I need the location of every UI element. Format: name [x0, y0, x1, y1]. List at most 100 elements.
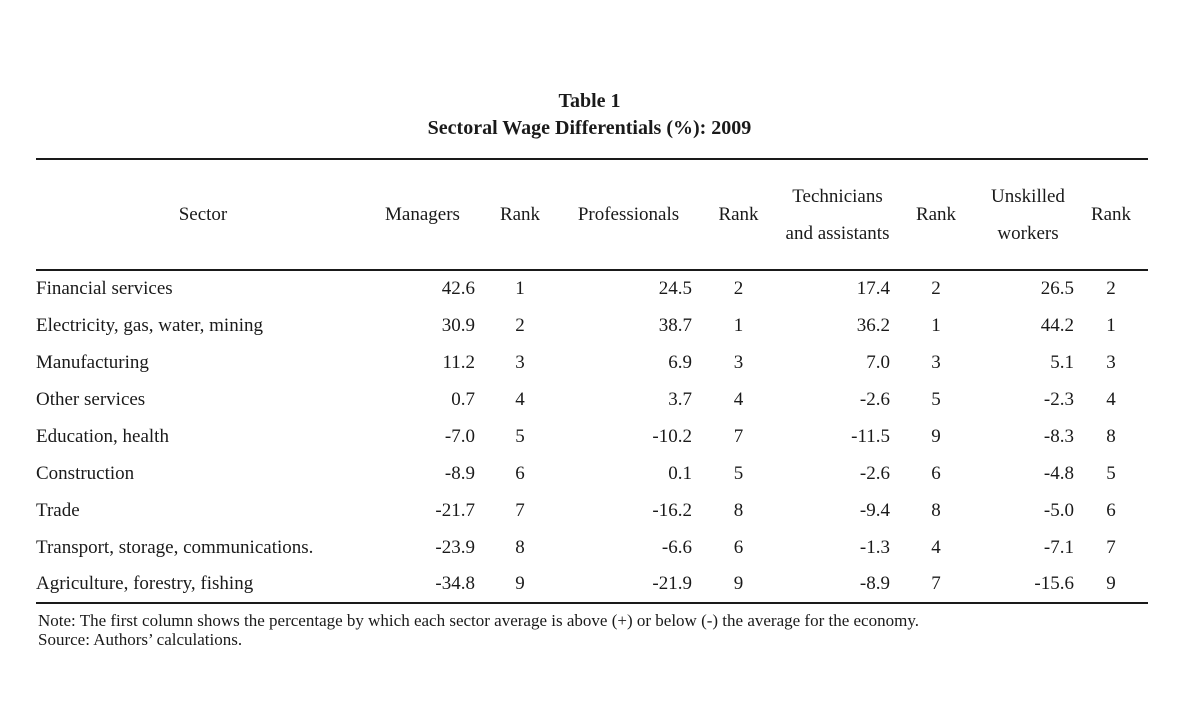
- table-subtitle: Sectoral Wage Differentials (%): 2009: [427, 117, 752, 139]
- value-cell: 38.7: [658, 314, 692, 336]
- rank-cell: 7: [931, 573, 941, 594]
- rank-cell: 8: [733, 499, 744, 521]
- rank-cell: 9: [1106, 573, 1116, 594]
- sector-cell: Electricity, gas, water, mining: [36, 314, 263, 336]
- header-rank-2: Rank: [692, 159, 785, 271]
- table-row: Trade -21.7 7 -16.2 8 -9.4 8 -5.0 6: [36, 492, 1148, 529]
- rank-cell: 2: [733, 278, 744, 299]
- rank-cell: 1: [515, 278, 525, 299]
- value-cell: -21.7: [435, 499, 475, 521]
- rank-cell: 9: [931, 425, 941, 447]
- value-cell: -9.4: [859, 499, 890, 521]
- rank-cell: 3: [931, 351, 941, 373]
- header-sector: Sector: [36, 159, 370, 271]
- header-row: Sector Managers Rank Professionals Rank …: [36, 159, 1148, 271]
- header-rank-1: Rank: [475, 159, 565, 271]
- source-text: Source: Authors’ calculations.: [38, 630, 243, 649]
- table-body: Financial services 42.6 1 24.5 2 17.4 2 26.5 2 El…: [36, 270, 1148, 603]
- rank-cell: 7: [515, 499, 525, 521]
- rank-cell: 8: [515, 536, 525, 558]
- value-cell: -21.9: [652, 573, 692, 594]
- rank-cell: 1: [931, 314, 941, 336]
- value-cell: -23.9: [435, 536, 475, 558]
- table-row: Education, health -7.0 5 -10.2 7 -11.5 9 -8.3 8: [36, 418, 1148, 455]
- table-title: Table 1: [558, 90, 621, 112]
- value-cell: -8.9: [859, 573, 890, 594]
- table-row: Other services 0.7 4 3.7 4 -2.6 5 -2.3 4: [36, 381, 1148, 418]
- value-cell: 0.1: [668, 462, 692, 484]
- value-cell: -2.6: [859, 462, 890, 484]
- rank-cell: 2: [515, 314, 525, 336]
- value-cell: 7.0: [866, 351, 890, 373]
- table-row: Manufacturing 11.2 3 6.9 3 7.0 3 5.1 3: [36, 344, 1148, 381]
- header-managers: Managers: [370, 159, 475, 271]
- sector-cell: Manufacturing: [36, 351, 149, 373]
- rank-cell: 4: [931, 536, 941, 558]
- value-cell: 30.9: [441, 314, 475, 336]
- header-technicians: Technicians and assistants: [785, 159, 890, 271]
- value-cell: -7.1: [1043, 536, 1074, 558]
- table-row: Electricity, gas, water, mining 30.9 2 38.7…: [36, 307, 1148, 344]
- sector-cell: Financial services: [36, 278, 173, 299]
- rank-cell: 5: [515, 425, 525, 447]
- table-title-block: Table 1 Sectoral Wage Differentials (%):…: [0, 0, 1179, 142]
- rank-cell: 1: [1106, 314, 1116, 336]
- sector-cell: Other services: [36, 388, 146, 410]
- value-cell: -6.6: [661, 536, 692, 558]
- rank-cell: 7: [1106, 536, 1116, 558]
- table-notes: Note: The first column shows the percent…: [38, 611, 1179, 649]
- value-cell: 0.7: [451, 388, 475, 410]
- value-cell: 17.4: [856, 278, 890, 299]
- rank-cell: 4: [515, 388, 525, 410]
- sector-cell: Education, health: [36, 425, 169, 447]
- value-cell: 36.2: [856, 314, 890, 336]
- wage-differentials-table: Sector Managers Rank Professionals Rank …: [36, 158, 1148, 604]
- table-row: Construction -8.9 6 0.1 5 -2.6 6 -4.8 5: [36, 455, 1148, 492]
- rank-cell: 8: [1106, 425, 1116, 447]
- rank-cell: 9: [515, 573, 525, 594]
- table-row: Transport, storage, communications. -23.9…: [36, 529, 1148, 566]
- value-cell: -1.3: [859, 536, 890, 558]
- value-cell: 6.9: [668, 351, 692, 373]
- value-cell: 26.5: [1040, 278, 1074, 299]
- table-row: Agriculture, forestry, fishing -34.8 9 -21.…: [36, 566, 1148, 603]
- value-cell: -34.8: [435, 573, 475, 594]
- rank-cell: 5: [931, 388, 941, 410]
- note-text: Note: The first column shows the percent…: [38, 611, 919, 630]
- value-cell: -15.6: [1034, 573, 1074, 594]
- header-rank-3: Rank: [890, 159, 982, 271]
- rank-cell: 1: [733, 314, 744, 336]
- value-cell: 42.6: [441, 278, 475, 299]
- value-cell: -7.0: [444, 425, 475, 447]
- rank-cell: 6: [1106, 499, 1116, 521]
- sector-cell: Trade: [36, 499, 80, 521]
- value-cell: 11.2: [442, 351, 475, 373]
- rank-cell: 4: [1106, 388, 1116, 410]
- value-cell: 3.7: [668, 388, 692, 410]
- rank-cell: 5: [1106, 462, 1116, 484]
- value-cell: -4.8: [1043, 462, 1074, 484]
- rank-cell: 2: [931, 278, 941, 299]
- table-row: Financial services 42.6 1 24.5 2 17.4 2 26.5 2: [36, 270, 1148, 307]
- sector-cell: Agriculture, forestry, fishing: [36, 573, 254, 594]
- rank-cell: 4: [733, 388, 744, 410]
- value-cell: -8.9: [444, 462, 475, 484]
- value-cell: -10.2: [652, 425, 692, 447]
- rank-cell: 7: [733, 425, 744, 447]
- rank-cell: 6: [931, 462, 941, 484]
- rank-cell: 3: [515, 351, 525, 373]
- header-professionals: Professionals: [565, 159, 692, 271]
- value-cell: -5.0: [1043, 499, 1074, 521]
- value-cell: -16.2: [652, 499, 692, 521]
- rank-cell: 3: [733, 351, 744, 373]
- value-cell: -8.3: [1043, 425, 1074, 447]
- rank-cell: 2: [1106, 278, 1116, 299]
- value-cell: -2.3: [1043, 388, 1074, 410]
- value-cell: 5.1: [1050, 351, 1074, 373]
- rank-cell: 9: [733, 573, 744, 594]
- rank-cell: 6: [733, 536, 744, 558]
- value-cell: -2.6: [859, 388, 890, 410]
- rank-cell: 8: [931, 499, 941, 521]
- sector-cell: Transport, storage, communications.: [36, 536, 314, 558]
